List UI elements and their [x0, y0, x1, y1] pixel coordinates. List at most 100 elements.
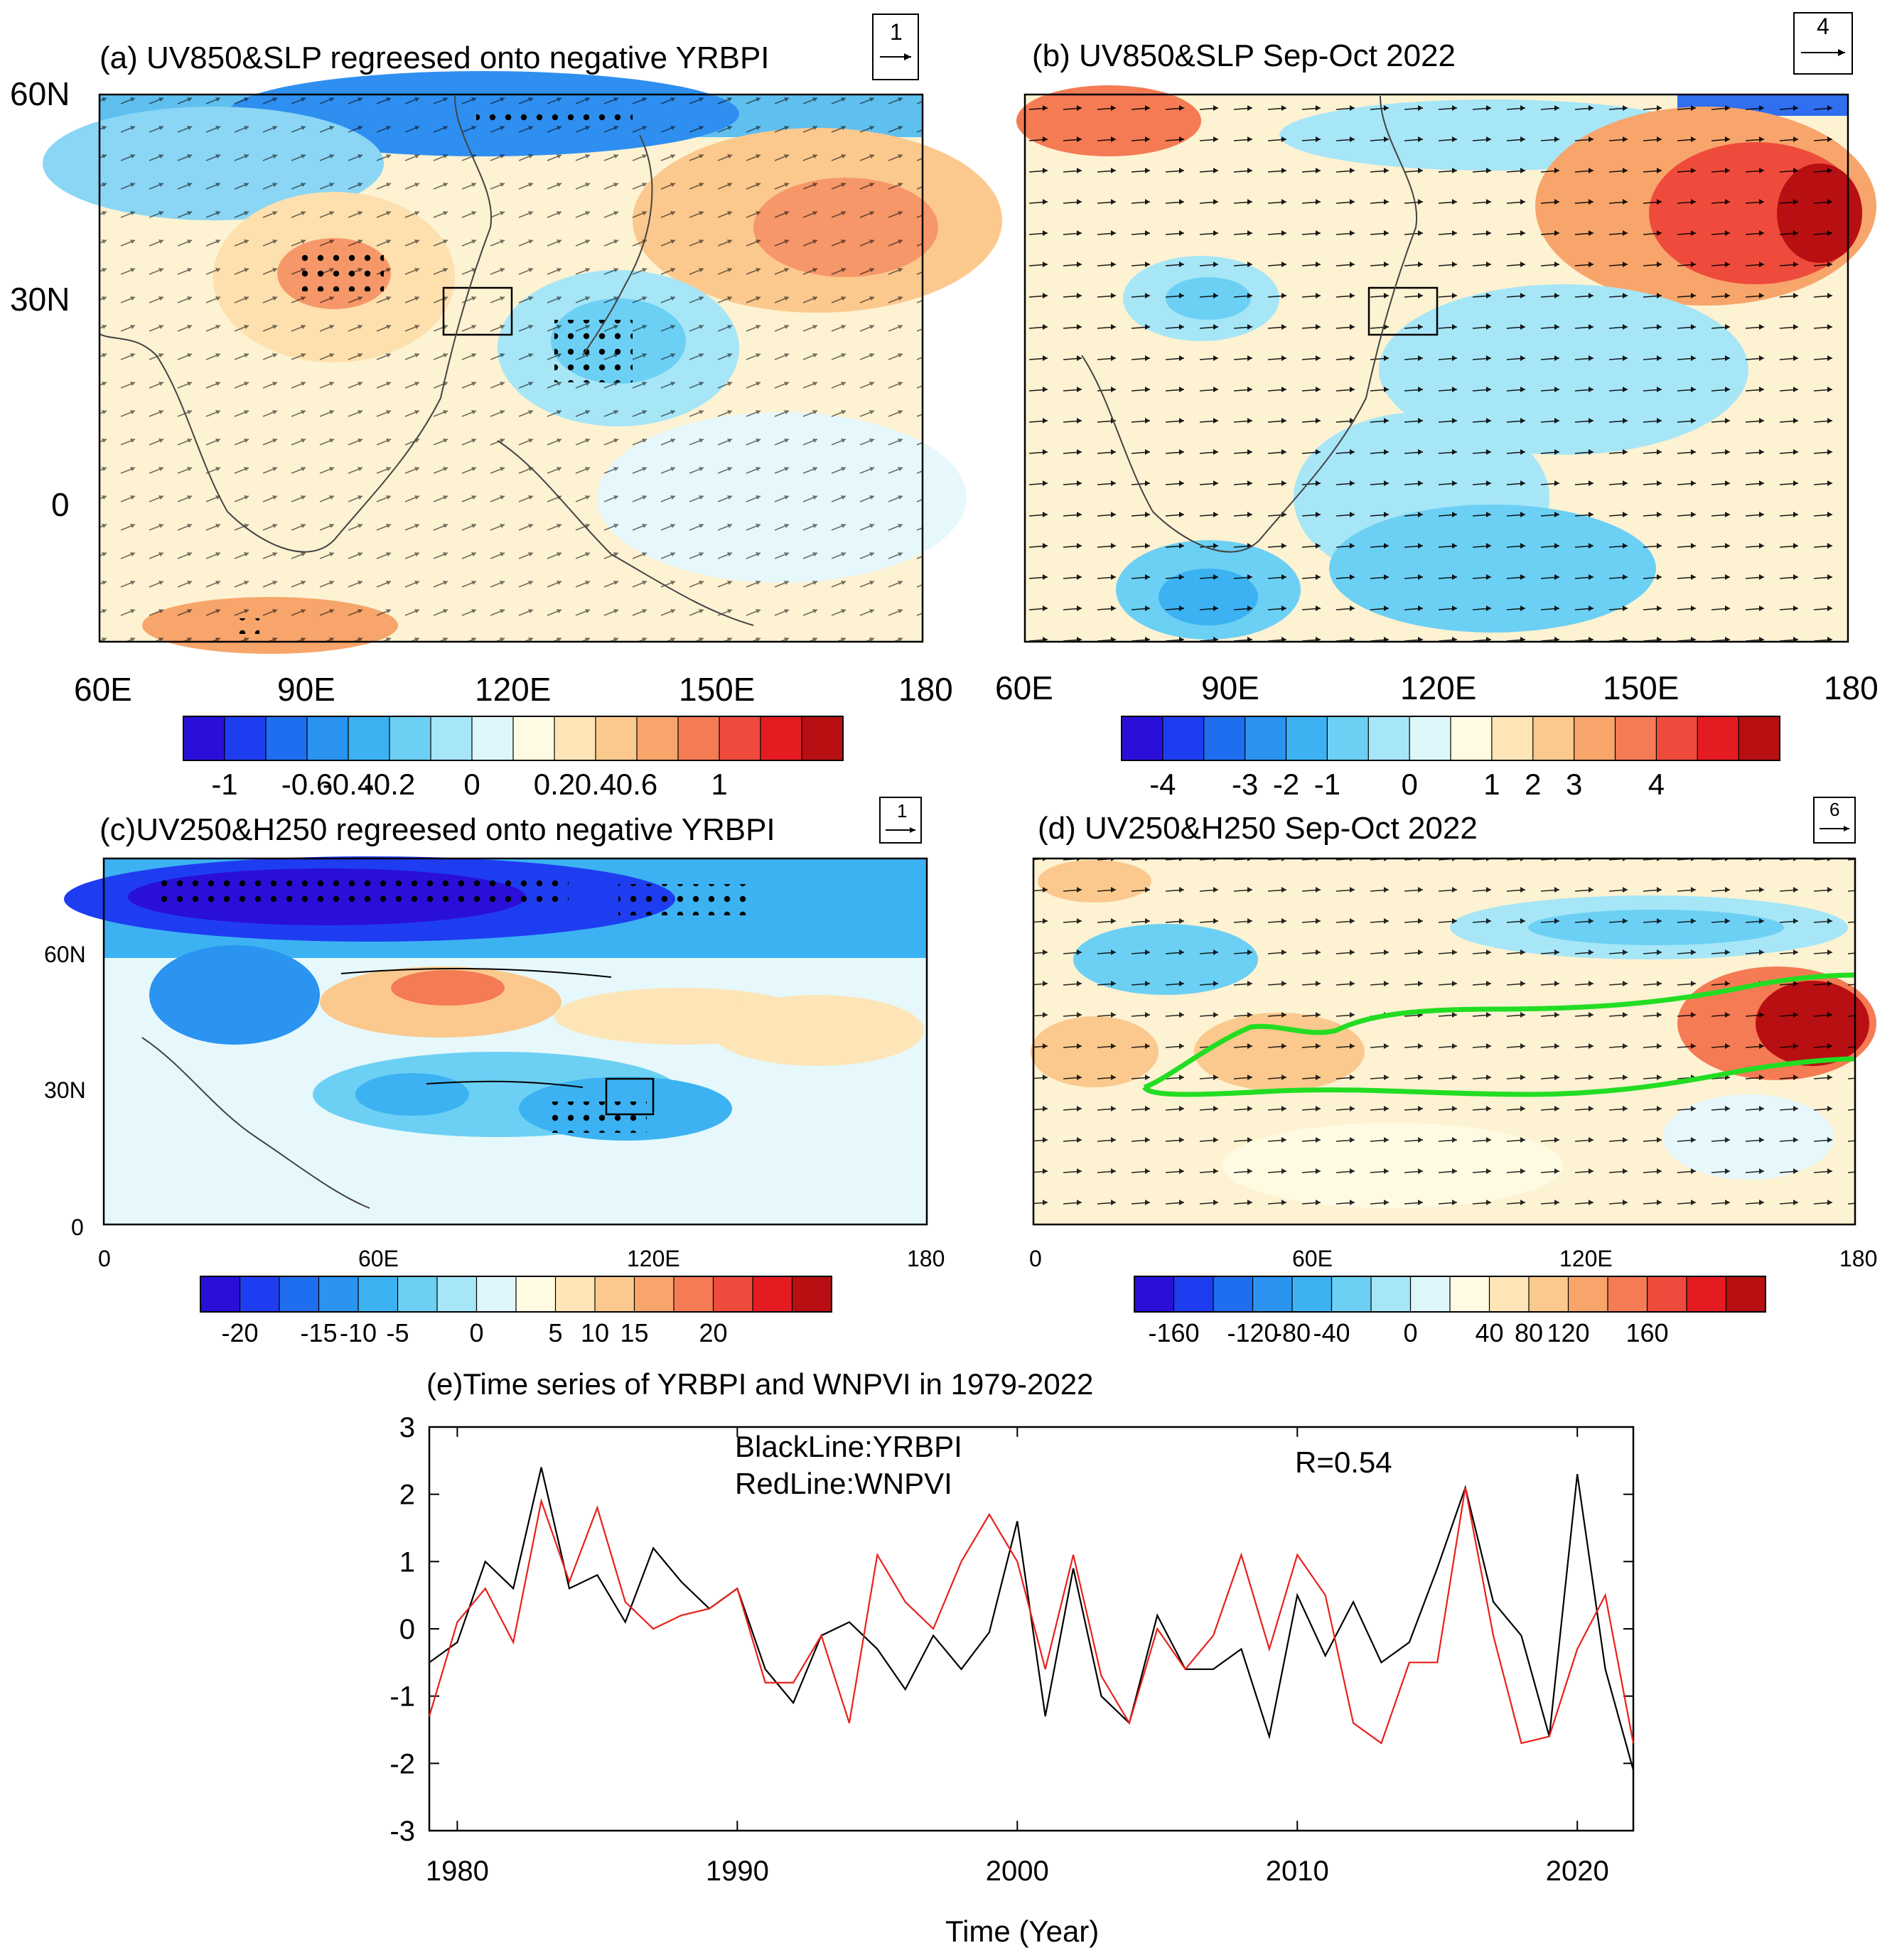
panel-a-x-tick: 60E	[74, 671, 132, 708]
colorbar-swatch	[792, 1276, 832, 1312]
correlation-annotation: R=0.54	[1295, 1445, 1392, 1479]
colorbar-label: 5	[548, 1318, 562, 1347]
colorbar-label: -160	[1148, 1318, 1199, 1347]
colorbar-swatch	[555, 1276, 596, 1312]
colorbar-swatch	[318, 1276, 359, 1312]
panel-a-y-tick: 30N	[10, 281, 70, 318]
colorbar-label: -3	[1232, 768, 1258, 801]
panel-c-y-tick: 60N	[44, 942, 86, 967]
colorbar-swatch	[1568, 1276, 1608, 1312]
panel-b-map	[1016, 85, 1876, 643]
legend-red-line: RedLine:WNPVI	[735, 1467, 952, 1500]
colorbar-label: -4	[1149, 768, 1176, 801]
panel-d-x-tick: 180	[1839, 1246, 1877, 1271]
colorbar-swatch	[719, 716, 761, 760]
colorbar-label: 160	[1625, 1318, 1668, 1347]
colorbar-swatch	[516, 1276, 556, 1312]
colorbar-swatch	[1203, 716, 1246, 760]
colorbar-label: 0	[469, 1318, 483, 1347]
panel-b-x-tick: 180	[1824, 669, 1879, 706]
panel-b-ref-vector: 4	[1817, 14, 1829, 39]
panel-d-title: (d) UV250&H250 Sep-Oct 2022	[1038, 811, 1478, 846]
colorbar-swatch	[397, 1276, 438, 1312]
colorbar-label: 0.2	[534, 768, 575, 801]
series-line-yrbpi	[429, 1467, 1635, 1771]
colorbar-label: 0	[1403, 1318, 1417, 1347]
panel-d-x-tick: 120E	[1559, 1246, 1613, 1271]
colorbar-swatch	[1162, 716, 1205, 760]
panel-b-colorbar: -4 -3 -2 -1 0 1 2 3 4	[1121, 716, 1780, 801]
y-tick-label: -1	[389, 1681, 415, 1713]
colorbar-swatch	[1173, 1276, 1214, 1312]
x-tick-label: 1980	[426, 1856, 489, 1887]
colorbar-swatch	[595, 1276, 635, 1312]
colorbar-swatch	[1371, 1276, 1411, 1312]
colorbar-label: -20	[221, 1318, 258, 1347]
colorbar-swatch	[1529, 1276, 1569, 1312]
colorbar-swatch	[437, 1276, 477, 1312]
panel-a-x-tick: 180	[898, 671, 953, 708]
colorbar-swatch	[266, 716, 308, 760]
panel-a-x-tick: 150E	[679, 671, 755, 708]
panel-a-x-tick: 90E	[277, 671, 335, 708]
colorbar-label: -120	[1227, 1318, 1278, 1347]
panel-c-x-tick: 0	[98, 1246, 111, 1271]
colorbar-swatch	[389, 716, 431, 760]
colorbar-swatch	[596, 716, 638, 760]
y-tick-label: -2	[389, 1748, 415, 1779]
colorbar-label: 10	[581, 1318, 609, 1347]
colorbar-swatch	[1574, 716, 1616, 760]
y-tick-label: -3	[389, 1816, 415, 1847]
panel-c-title: (c)UV250&H250 regreesed onto negative YR…	[100, 812, 775, 847]
colorbar-label: 40	[1475, 1318, 1503, 1347]
colorbar-swatch	[1451, 716, 1493, 760]
colorbar-swatch	[554, 716, 596, 760]
colorbar-swatch	[1687, 1276, 1726, 1312]
colorbar-swatch	[1122, 716, 1164, 760]
legend-black-line: BlackLine:YRBPI	[735, 1430, 962, 1463]
colorbar-swatch	[279, 1276, 319, 1312]
colorbar-swatch	[1615, 716, 1657, 760]
y-tick-label: 2	[399, 1480, 415, 1511]
colorbar-swatch	[1252, 1276, 1293, 1312]
colorbar-swatch	[678, 716, 720, 760]
colorbar-label: -2	[1273, 768, 1299, 801]
colorbar-label: 15	[620, 1318, 648, 1347]
panel-b-x-tick: 60E	[995, 669, 1053, 706]
panel-a-ref-vector: 1	[890, 19, 903, 45]
panel-a-colorbar: -1 -0.6-0.4-0.2 0 0.2 0.4 0.6 1	[183, 716, 844, 801]
colorbar-swatch	[1292, 1276, 1332, 1312]
y-tick-label: 0	[399, 1614, 415, 1645]
colorbar-swatch	[634, 1276, 675, 1312]
colorbar-swatch	[1697, 716, 1739, 760]
colorbar-swatch	[1409, 716, 1451, 760]
colorbar-swatch	[1656, 716, 1698, 760]
colorbar-swatch	[348, 716, 390, 760]
colorbar-swatch	[183, 716, 225, 760]
colorbar-swatch	[674, 1276, 714, 1312]
colorbar-swatch	[225, 716, 267, 760]
colorbar-label: -1	[1314, 768, 1340, 801]
panel-a: (a) UV850&SLP regreesed onto negative YR…	[10, 14, 1002, 801]
panel-d: (d) UV250&H250 Sep-Oct 2022 6 0 60E 120E…	[1029, 797, 1877, 1347]
colorbar-swatch	[1647, 1276, 1687, 1312]
colorbar-swatch	[1739, 716, 1780, 760]
colorbar-label: -40	[1313, 1318, 1350, 1347]
plot-area	[428, 1426, 1635, 1832]
colorbar-swatch	[1608, 1276, 1648, 1312]
colorbar-label: 0	[463, 768, 480, 801]
chart-title: (e)Time series of YRBPI and WNPVI in 197…	[426, 1367, 1093, 1401]
colorbar-swatch	[358, 1276, 398, 1312]
colorbar-swatch	[802, 716, 844, 760]
colorbar-swatch	[1410, 1276, 1451, 1312]
y-tick-label: 1	[399, 1546, 415, 1578]
colorbar-swatch	[713, 1276, 753, 1312]
panel-a-title: (a) UV850&SLP regreesed onto negative YR…	[100, 41, 770, 75]
panel-c-colorbar: -20 -15 -10 -5 0 5 10 15 20	[200, 1276, 832, 1347]
panel-a-map	[43, 71, 1002, 654]
colorbar-label: 3	[1566, 768, 1582, 801]
x-tick-label: 2020	[1546, 1856, 1609, 1887]
colorbar-swatch	[431, 716, 473, 760]
panel-a-x-tick: 120E	[475, 671, 551, 708]
panel-b-x-tick: 150E	[1603, 669, 1679, 706]
